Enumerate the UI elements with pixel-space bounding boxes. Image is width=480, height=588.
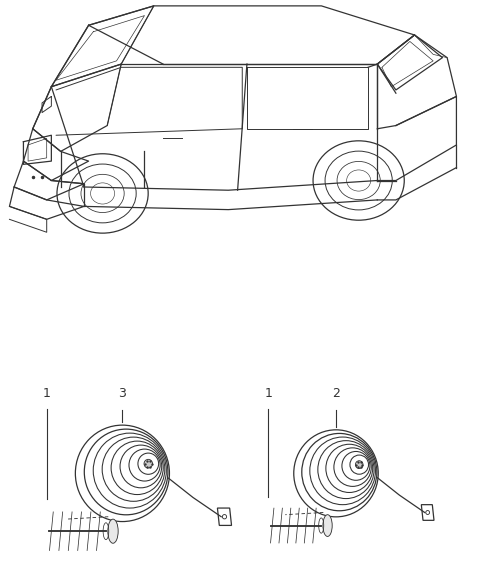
Text: 1: 1 (264, 387, 272, 400)
Ellipse shape (355, 461, 363, 469)
Ellipse shape (108, 519, 118, 543)
Text: 1: 1 (43, 387, 51, 400)
Ellipse shape (144, 459, 153, 468)
Ellipse shape (323, 514, 332, 536)
Text: 3: 3 (119, 387, 126, 400)
Text: 2: 2 (332, 387, 340, 400)
